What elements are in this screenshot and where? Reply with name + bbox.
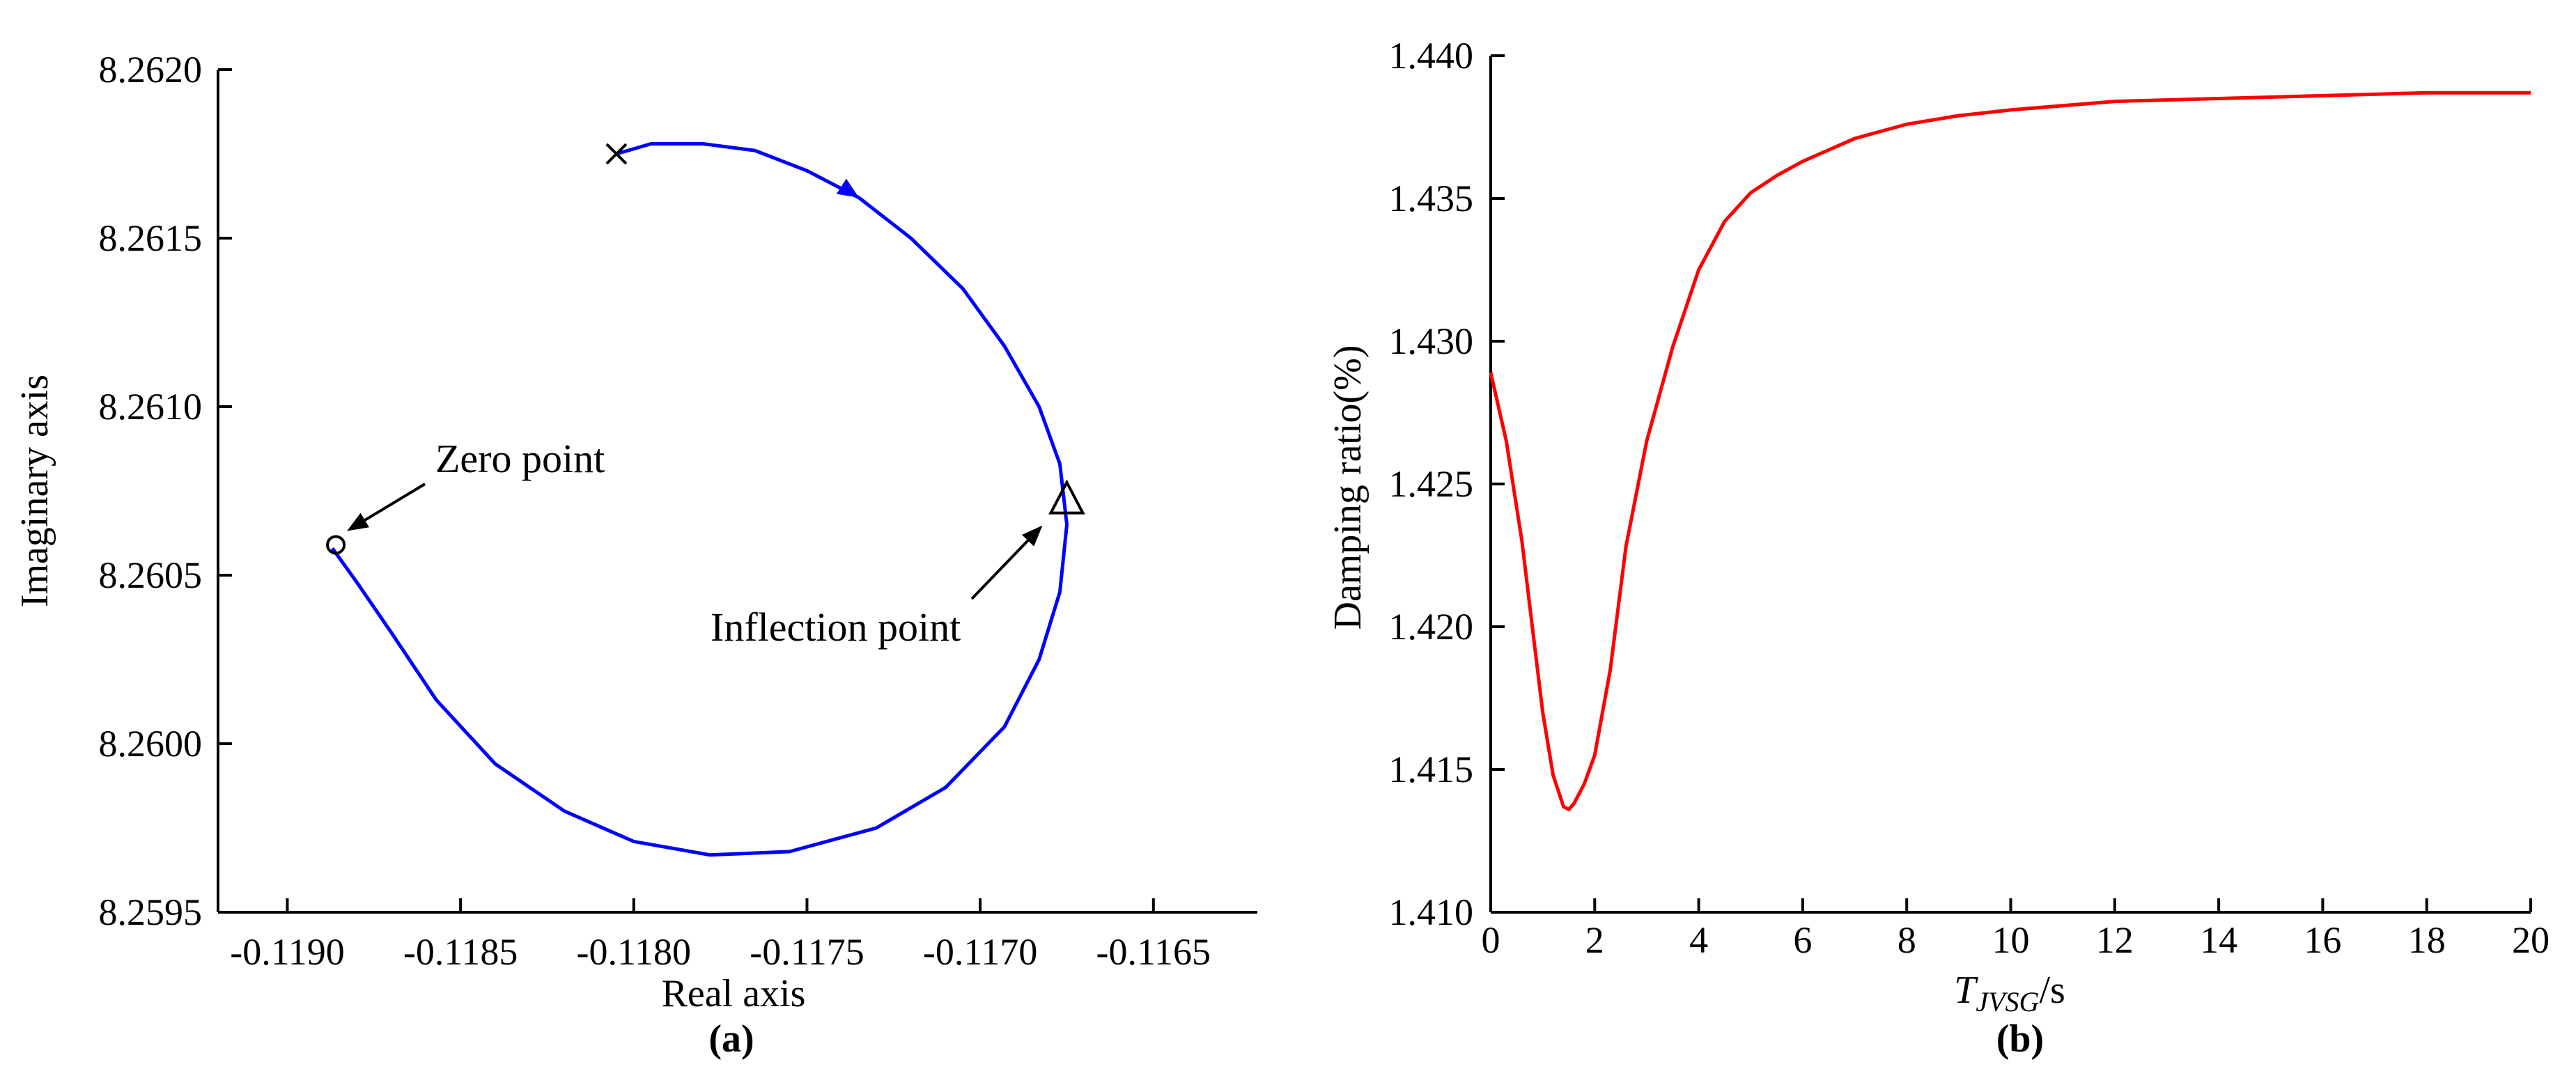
panel-a-y-axis-title: Imaginary axis <box>13 375 56 607</box>
panel-a-inflection-point-marker <box>1048 479 1085 515</box>
panel-b-y-tick-label: 1.435 <box>1389 178 1474 219</box>
panel-b-x-tick-label: 0 <box>1482 919 1500 961</box>
panel-b-x-tick-label: 12 <box>2096 919 2134 961</box>
panel-a-x-tick-label: -0.1185 <box>403 931 518 973</box>
panel-b-damping-ratio-line <box>1489 91 2531 812</box>
panel-a-x-tick-label: -0.1180 <box>577 931 691 973</box>
panel-a-zero-point-arrow <box>347 483 426 531</box>
panel-b-y-tick-label: 1.430 <box>1389 320 1474 362</box>
panel-b-x-tick-label: 10 <box>1992 919 2030 961</box>
panel-a-markers <box>326 143 1085 555</box>
panel-b-x-tick-label: 20 <box>2512 919 2550 961</box>
panel-b-x-ticks: 0 2 4 6 8 10 12 14 16 18 20 <box>1482 898 2550 961</box>
panel-b-label: (b) <box>1996 1017 2044 1061</box>
panel-b-y-tick-label: 1.425 <box>1389 463 1474 505</box>
panel-b-x-tick-label: 2 <box>1585 919 1604 961</box>
panel-a-inflection-point-arrow <box>970 525 1043 600</box>
panel-b-y-ticks: 1.410 1.415 1.420 1.425 1.430 1.435 1.440 <box>1389 35 1505 933</box>
panel-b-y-tick-label: 1.420 <box>1389 606 1474 648</box>
panel-b-x-tick-label: 8 <box>1898 919 1916 961</box>
panel-b-damping-ratio-plot: 1.410 1.415 1.420 1.425 1.430 1.435 1.440 0 2 4 6… <box>1326 35 2550 1061</box>
panel-b-x-tick-label: 16 <box>2304 919 2341 961</box>
panel-a-zero-point-marker <box>326 535 346 555</box>
panel-b-x-tick-label: 18 <box>2408 919 2446 961</box>
panel-a-y-tick-label: 8.2610 <box>99 386 203 428</box>
panel-b-y-tick-label: 1.410 <box>1389 891 1474 933</box>
panel-a-direction-arrowhead <box>836 178 860 198</box>
panel-b-y-axis-title: Damping ratio(%) <box>1326 345 1370 630</box>
panel-a-inflection-point-annotation: Inflection point <box>711 604 961 650</box>
panel-a-complex-plane-plot: 8.2595 8.2600 8.2605 8.2610 8.2615 8.2620 -0.… <box>13 49 1257 1061</box>
panel-a-y-tick-label: 8.2600 <box>99 723 203 765</box>
panel-a-y-tick-label: 8.2615 <box>99 217 203 259</box>
panel-a-y-tick-label: 8.2595 <box>99 891 203 933</box>
panel-a-y-tick-label: 8.2605 <box>99 554 203 596</box>
panel-a-x-tick-label: -0.1165 <box>1096 931 1211 973</box>
panel-a-x-tick-label: -0.1175 <box>750 931 864 973</box>
panel-b-x-tick-label: 6 <box>1793 919 1812 961</box>
panel-b-x-tick-label: 4 <box>1689 919 1708 961</box>
panel-a-x-axis-title: Real axis <box>662 972 806 1015</box>
panel-a-zero-point-annotation: Zero point <box>435 436 605 481</box>
panel-a-start-cross-marker <box>605 143 628 165</box>
panel-b-x-tick-label: 14 <box>2200 919 2237 961</box>
panel-a-y-tick-label: 8.2620 <box>99 49 203 91</box>
panel-a-y-ticks: 8.2595 8.2600 8.2605 8.2610 8.2615 8.2620 <box>99 49 232 933</box>
panel-a-x-tick-label: -0.1190 <box>230 931 344 973</box>
panel-a-label: (a) <box>708 1017 754 1061</box>
panel-a-root-locus-line <box>331 142 1069 857</box>
panel-b-y-tick-label: 1.415 <box>1389 749 1474 790</box>
panel-a-x-ticks: -0.1190 -0.1185 -0.1180 -0.1175 -0.1170 -0.11… <box>230 898 1211 973</box>
panel-b-y-tick-label: 1.440 <box>1389 35 1474 77</box>
panel-a-x-tick-label: -0.1170 <box>923 931 1037 973</box>
panel-a-annotation-arrows <box>347 483 1043 600</box>
panel-b-x-axis-title: TJVSG/s <box>1954 969 2065 1017</box>
